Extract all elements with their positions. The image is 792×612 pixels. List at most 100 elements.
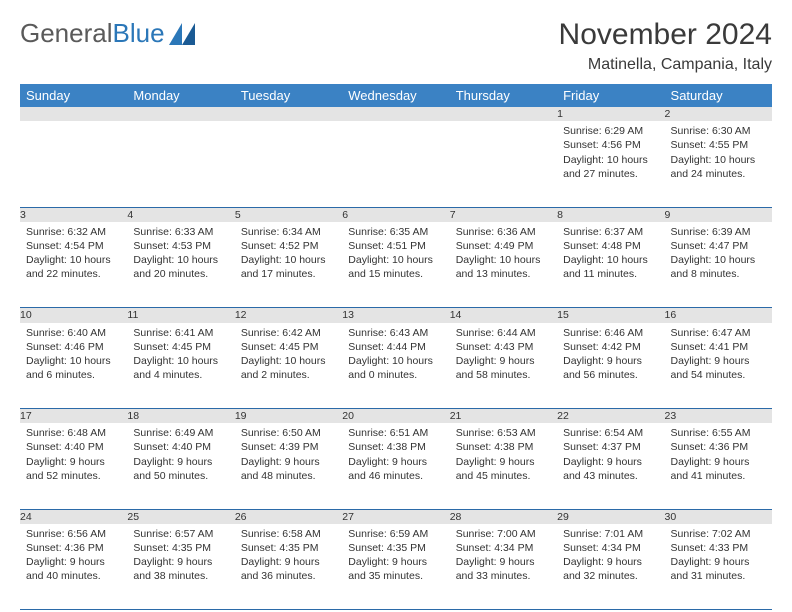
sunset-text: Sunset: 4:36 PM	[671, 440, 766, 454]
day-cell: Sunrise: 6:59 AMSunset: 4:35 PMDaylight:…	[342, 524, 449, 610]
sunset-text: Sunset: 4:42 PM	[563, 340, 658, 354]
day-cell: Sunrise: 6:42 AMSunset: 4:45 PMDaylight:…	[235, 323, 342, 409]
day-cell-body: Sunrise: 6:58 AMSunset: 4:35 PMDaylight:…	[235, 524, 342, 590]
logo-text: GeneralBlue	[20, 18, 165, 49]
daylight-text: Daylight: 9 hours and 52 minutes.	[26, 455, 121, 483]
sunrise-text: Sunrise: 6:47 AM	[671, 326, 766, 340]
day-number-cell: 10	[20, 308, 127, 323]
day-cell	[235, 121, 342, 207]
sunrise-text: Sunrise: 6:39 AM	[671, 225, 766, 239]
day-cell: Sunrise: 6:36 AMSunset: 4:49 PMDaylight:…	[450, 222, 557, 308]
day-cell-body: Sunrise: 6:41 AMSunset: 4:45 PMDaylight:…	[127, 323, 234, 389]
day-number-cell	[20, 107, 127, 121]
day-number-cell	[342, 107, 449, 121]
day-cell: Sunrise: 6:56 AMSunset: 4:36 PMDaylight:…	[20, 524, 127, 610]
day-number-cell: 16	[665, 308, 772, 323]
day-cell-body: Sunrise: 6:49 AMSunset: 4:40 PMDaylight:…	[127, 423, 234, 489]
daylight-text: Daylight: 10 hours and 0 minutes.	[348, 354, 443, 382]
day-cell-body: Sunrise: 7:00 AMSunset: 4:34 PMDaylight:…	[450, 524, 557, 590]
day-number-cell: 28	[450, 509, 557, 524]
location-text: Matinella, Campania, Italy	[559, 56, 772, 74]
day-cell-body: Sunrise: 6:30 AMSunset: 4:55 PMDaylight:…	[665, 121, 772, 187]
day-cell: Sunrise: 6:49 AMSunset: 4:40 PMDaylight:…	[127, 423, 234, 509]
day-number-cell: 22	[557, 409, 664, 424]
day-number-cell: 23	[665, 409, 772, 424]
sunset-text: Sunset: 4:34 PM	[456, 541, 551, 555]
daylight-text: Daylight: 9 hours and 54 minutes.	[671, 354, 766, 382]
sunset-text: Sunset: 4:45 PM	[133, 340, 228, 354]
day-cell	[450, 121, 557, 207]
day-content-row: Sunrise: 6:29 AMSunset: 4:56 PMDaylight:…	[20, 121, 772, 207]
day-cell-body: Sunrise: 6:34 AMSunset: 4:52 PMDaylight:…	[235, 222, 342, 288]
weekday-header: Tuesday	[235, 84, 342, 107]
sunrise-text: Sunrise: 6:42 AM	[241, 326, 336, 340]
daylight-text: Daylight: 9 hours and 58 minutes.	[456, 354, 551, 382]
day-number-cell	[235, 107, 342, 121]
sunset-text: Sunset: 4:36 PM	[26, 541, 121, 555]
sunrise-text: Sunrise: 6:44 AM	[456, 326, 551, 340]
daylight-text: Daylight: 10 hours and 22 minutes.	[26, 253, 121, 281]
sunset-text: Sunset: 4:39 PM	[241, 440, 336, 454]
sunrise-text: Sunrise: 6:46 AM	[563, 326, 658, 340]
sunrise-text: Sunrise: 6:48 AM	[26, 426, 121, 440]
day-cell: Sunrise: 6:33 AMSunset: 4:53 PMDaylight:…	[127, 222, 234, 308]
day-cell: Sunrise: 6:37 AMSunset: 4:48 PMDaylight:…	[557, 222, 664, 308]
day-number-cell: 8	[557, 207, 664, 222]
day-cell: Sunrise: 6:53 AMSunset: 4:38 PMDaylight:…	[450, 423, 557, 509]
day-cell-body: Sunrise: 6:43 AMSunset: 4:44 PMDaylight:…	[342, 323, 449, 389]
sunset-text: Sunset: 4:37 PM	[563, 440, 658, 454]
day-number-cell: 17	[20, 409, 127, 424]
sunrise-text: Sunrise: 6:36 AM	[456, 225, 551, 239]
weekday-header: Friday	[557, 84, 664, 107]
sunset-text: Sunset: 4:52 PM	[241, 239, 336, 253]
day-cell: Sunrise: 7:01 AMSunset: 4:34 PMDaylight:…	[557, 524, 664, 610]
daylight-text: Daylight: 10 hours and 13 minutes.	[456, 253, 551, 281]
day-number-row: 3456789	[20, 207, 772, 222]
sunrise-text: Sunrise: 7:00 AM	[456, 527, 551, 541]
day-cell-body: Sunrise: 6:53 AMSunset: 4:38 PMDaylight:…	[450, 423, 557, 489]
daylight-text: Daylight: 9 hours and 38 minutes.	[133, 555, 228, 583]
daylight-text: Daylight: 9 hours and 43 minutes.	[563, 455, 658, 483]
sunset-text: Sunset: 4:38 PM	[456, 440, 551, 454]
day-cell: Sunrise: 6:34 AMSunset: 4:52 PMDaylight:…	[235, 222, 342, 308]
day-cell: Sunrise: 6:50 AMSunset: 4:39 PMDaylight:…	[235, 423, 342, 509]
day-cell-body: Sunrise: 6:37 AMSunset: 4:48 PMDaylight:…	[557, 222, 664, 288]
daylight-text: Daylight: 10 hours and 6 minutes.	[26, 354, 121, 382]
sunrise-text: Sunrise: 6:58 AM	[241, 527, 336, 541]
day-cell-body: Sunrise: 6:55 AMSunset: 4:36 PMDaylight:…	[665, 423, 772, 489]
sunrise-text: Sunrise: 6:37 AM	[563, 225, 658, 239]
day-cell-body: Sunrise: 6:56 AMSunset: 4:36 PMDaylight:…	[20, 524, 127, 590]
day-number-cell	[450, 107, 557, 121]
day-content-row: Sunrise: 6:56 AMSunset: 4:36 PM Daylight:…	[20, 524, 772, 610]
sunrise-text: Sunrise: 6:30 AM	[671, 124, 766, 138]
sunset-text: Sunset: 4:35 PM	[348, 541, 443, 555]
sunset-text: Sunset: 4:34 PM	[563, 541, 658, 555]
day-cell: Sunrise: 6:41 AMSunset: 4:45 PMDaylight:…	[127, 323, 234, 409]
day-cell-body: Sunrise: 6:54 AMSunset: 4:37 PMDaylight:…	[557, 423, 664, 489]
day-number-cell: 6	[342, 207, 449, 222]
day-number-cell: 19	[235, 409, 342, 424]
day-cell-body: Sunrise: 6:50 AMSunset: 4:39 PMDaylight:…	[235, 423, 342, 489]
day-content-row: Sunrise: 6:48 AMSunset: 4:40 PMDaylight:…	[20, 423, 772, 509]
daylight-text: Daylight: 10 hours and 15 minutes.	[348, 253, 443, 281]
day-cell: Sunrise: 6:46 AMSunset: 4:42 PMDaylight:…	[557, 323, 664, 409]
day-number-cell: 2	[665, 107, 772, 121]
sunrise-text: Sunrise: 6:57 AM	[133, 527, 228, 541]
calendar-table: SundayMondayTuesdayWednesdayThursdayFrid…	[20, 84, 772, 610]
sunset-text: Sunset: 4:54 PM	[26, 239, 121, 253]
header: GeneralBlue November 2024 Matinella, Cam…	[20, 18, 772, 74]
daylight-text: Daylight: 10 hours and 11 minutes.	[563, 253, 658, 281]
sunset-text: Sunset: 4:51 PM	[348, 239, 443, 253]
day-number-cell: 30	[665, 509, 772, 524]
daylight-text: Daylight: 10 hours and 4 minutes.	[133, 354, 228, 382]
daylight-text: Daylight: 9 hours and 36 minutes.	[241, 555, 336, 583]
sunset-text: Sunset: 4:40 PM	[26, 440, 121, 454]
day-cell-body: Sunrise: 6:48 AMSunset: 4:40 PMDaylight:…	[20, 423, 127, 489]
day-number-cell: 11	[127, 308, 234, 323]
day-cell	[127, 121, 234, 207]
sunrise-text: Sunrise: 6:51 AM	[348, 426, 443, 440]
daylight-text: Daylight: 9 hours and 48 minutes.	[241, 455, 336, 483]
daylight-text: Daylight: 9 hours and 50 minutes.	[133, 455, 228, 483]
daylight-text: Daylight: 10 hours and 17 minutes.	[241, 253, 336, 281]
sunrise-text: Sunrise: 6:56 AM	[26, 527, 121, 541]
